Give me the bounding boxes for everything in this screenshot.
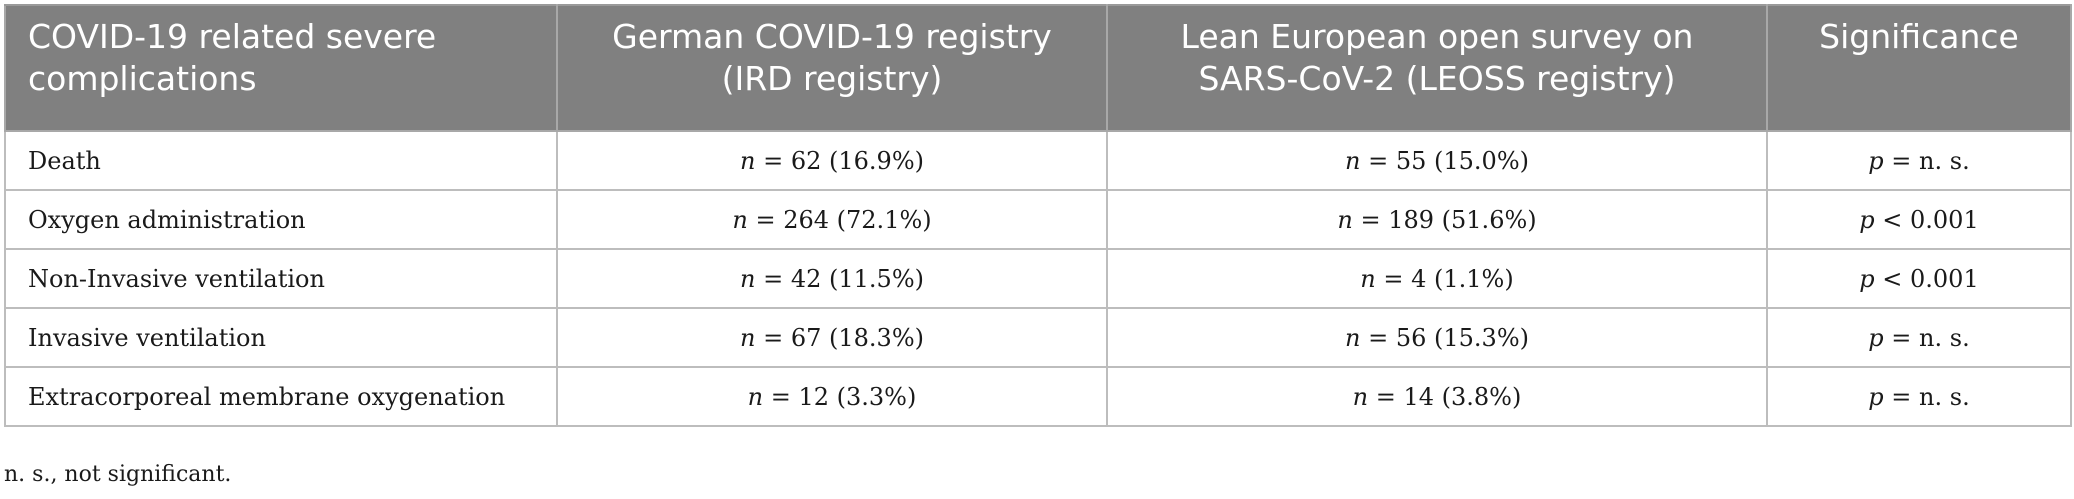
table-body: Death n = 62 (16.9%) n = 55 (15.0%) p = … [4, 130, 2072, 427]
table-row: Death n = 62 (16.9%) n = 55 (15.0%) p = … [4, 130, 2072, 191]
leoss-cell: n = 189 (51.6%) [1106, 189, 1768, 250]
ird-cell: n = 12 (3.3%) [556, 366, 1108, 427]
row-label: Extracorporeal membrane oxygenation [4, 366, 558, 427]
significance-cell: p < 0.001 [1766, 248, 2072, 309]
row-label: Oxygen administration [4, 189, 558, 250]
table-row: Invasive ventilation n = 67 (18.3%) n = … [4, 307, 2072, 368]
table-row: Oxygen administration n = 264 (72.1%) n … [4, 189, 2072, 250]
table-footnote: n. s., not significant. [4, 462, 232, 487]
row-label: Non-Invasive ventilation [4, 248, 558, 309]
leoss-cell: n = 55 (15.0%) [1106, 130, 1768, 191]
header-ird-registry: German COVID-19 registry (IRD registry) [556, 4, 1108, 132]
significance-cell: p = n. s. [1766, 307, 2072, 368]
ird-cell: n = 67 (18.3%) [556, 307, 1108, 368]
header-significance: Significance [1766, 4, 2072, 132]
leoss-cell: n = 14 (3.8%) [1106, 366, 1768, 427]
leoss-cell: n = 56 (15.3%) [1106, 307, 1768, 368]
significance-cell: p < 0.001 [1766, 189, 2072, 250]
significance-cell: p = n. s. [1766, 130, 2072, 191]
header-leoss-registry: Lean European open survey on SARS-CoV-2 … [1106, 4, 1768, 132]
row-label: Invasive ventilation [4, 307, 558, 368]
complications-table-container: COVID-19 related severe complications Ge… [4, 4, 2072, 427]
ird-cell: n = 42 (11.5%) [556, 248, 1108, 309]
table-row: Non-Invasive ventilation n = 42 (11.5%) … [4, 248, 2072, 309]
ird-cell: n = 62 (16.9%) [556, 130, 1108, 191]
row-label: Death [4, 130, 558, 191]
leoss-cell: n = 4 (1.1%) [1106, 248, 1768, 309]
ird-cell: n = 264 (72.1%) [556, 189, 1108, 250]
table-row: Extracorporeal membrane oxygenation n = … [4, 366, 2072, 427]
significance-cell: p = n. s. [1766, 366, 2072, 427]
complications-table: COVID-19 related severe complications Ge… [4, 4, 2072, 427]
table-header: COVID-19 related severe complications Ge… [4, 4, 2072, 132]
header-complications: COVID-19 related severe complications [4, 4, 558, 132]
header-row: COVID-19 related severe complications Ge… [4, 4, 2072, 132]
